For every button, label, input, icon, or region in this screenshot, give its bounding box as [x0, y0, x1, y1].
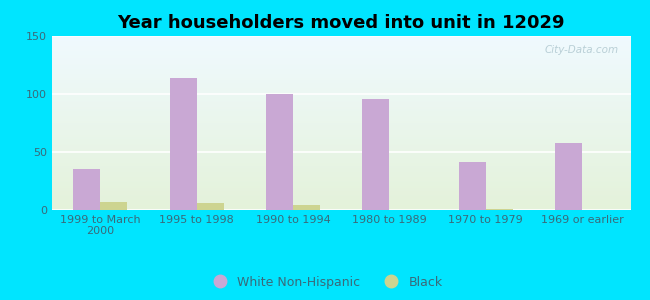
Bar: [459, 162, 486, 210]
Text: City-Data.com: City-Data.com: [545, 45, 619, 55]
Bar: [100, 202, 127, 210]
Legend: White Non-Hispanic, Black: White Non-Hispanic, Black: [202, 271, 448, 294]
Bar: [266, 94, 293, 210]
Bar: [73, 169, 100, 210]
Bar: [363, 99, 389, 210]
Bar: [196, 203, 224, 210]
Bar: [170, 78, 196, 210]
Title: Year householders moved into unit in 12029: Year householders moved into unit in 120…: [118, 14, 565, 32]
Bar: [293, 206, 320, 210]
Bar: [486, 209, 513, 210]
Bar: [555, 143, 582, 210]
